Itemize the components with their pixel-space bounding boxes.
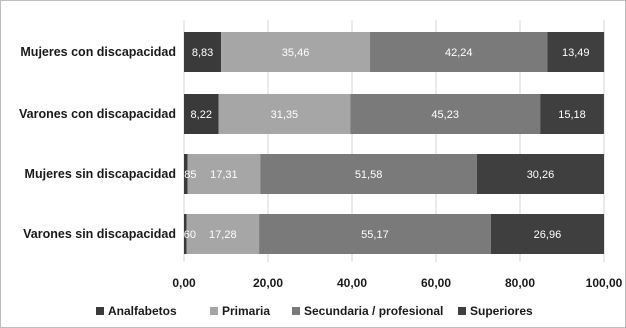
data-label: 45,23 (431, 109, 459, 121)
data-label: 30,26 (527, 169, 555, 181)
bar-segment (187, 154, 261, 194)
legend-label: Primaria (222, 304, 270, 318)
bar-segment (490, 214, 605, 254)
bar-segment (184, 32, 222, 72)
legend-label: Analfabetos (108, 304, 177, 318)
data-label: 15,18 (558, 109, 586, 121)
legend-label: Secundaria / profesional (304, 304, 443, 318)
legend-swatch (96, 307, 104, 315)
category-label: Varones sin discapacidad (23, 227, 176, 241)
legend-label: Superiores (470, 304, 533, 318)
data-label: 13,49 (562, 47, 590, 59)
x-tick-label: 60,00 (421, 276, 451, 290)
bar-segment (370, 32, 548, 72)
data-label: 8,83 (192, 47, 213, 59)
data-label: 17,28 (209, 229, 237, 241)
data-label: 0,60 (175, 229, 196, 241)
bar-segment (350, 94, 541, 134)
data-label: 42,24 (445, 47, 473, 59)
bar-segment (218, 94, 351, 134)
bar-segment (221, 32, 371, 72)
x-tick-label: 80,00 (505, 276, 535, 290)
data-label: 8,22 (191, 109, 212, 121)
bar-segment (476, 154, 604, 194)
data-label: 35,46 (282, 47, 310, 59)
legend-swatch (292, 307, 300, 315)
category-label: Mujeres con discapacidad (20, 45, 176, 59)
data-label: 55,17 (361, 229, 389, 241)
x-tick-label: 0,00 (172, 276, 196, 290)
category-labels: Mujeres con discapacidad Varones con disc… (19, 45, 176, 241)
x-tick-label: 40,00 (337, 276, 367, 290)
bar-segment (184, 154, 188, 194)
data-labels: 8,83 35,46 42,24 13,49 8,22 31,35 45,23 15,18 0,… (175, 47, 590, 241)
bars (184, 32, 605, 254)
bar-segment (186, 214, 260, 254)
data-label: 26,96 (534, 229, 562, 241)
legend-swatch (458, 307, 466, 315)
x-tick-label: 20,00 (253, 276, 283, 290)
legend-swatch (210, 307, 218, 315)
category-label: Varones con discapacidad (19, 107, 176, 121)
legend: Analfabetos Primaria Secundaria / profesio… (96, 304, 533, 318)
bar-segment (184, 214, 187, 254)
data-label: 0,85 (175, 169, 196, 181)
x-axis-ticks: 0,00 20,00 40,00 60,00 80,00 100,00 (172, 276, 622, 290)
bar-segment (259, 214, 491, 254)
data-label: 31,35 (271, 109, 299, 121)
bar-segment (540, 94, 604, 134)
data-label: 17,31 (210, 169, 238, 181)
bar-segment (184, 94, 219, 134)
category-label: Mujeres sin discapacidad (25, 167, 176, 181)
bar-segment (260, 154, 477, 194)
bar-segment (547, 32, 605, 72)
x-tick-label: 100,00 (586, 276, 623, 290)
data-label: 51,58 (355, 169, 383, 181)
